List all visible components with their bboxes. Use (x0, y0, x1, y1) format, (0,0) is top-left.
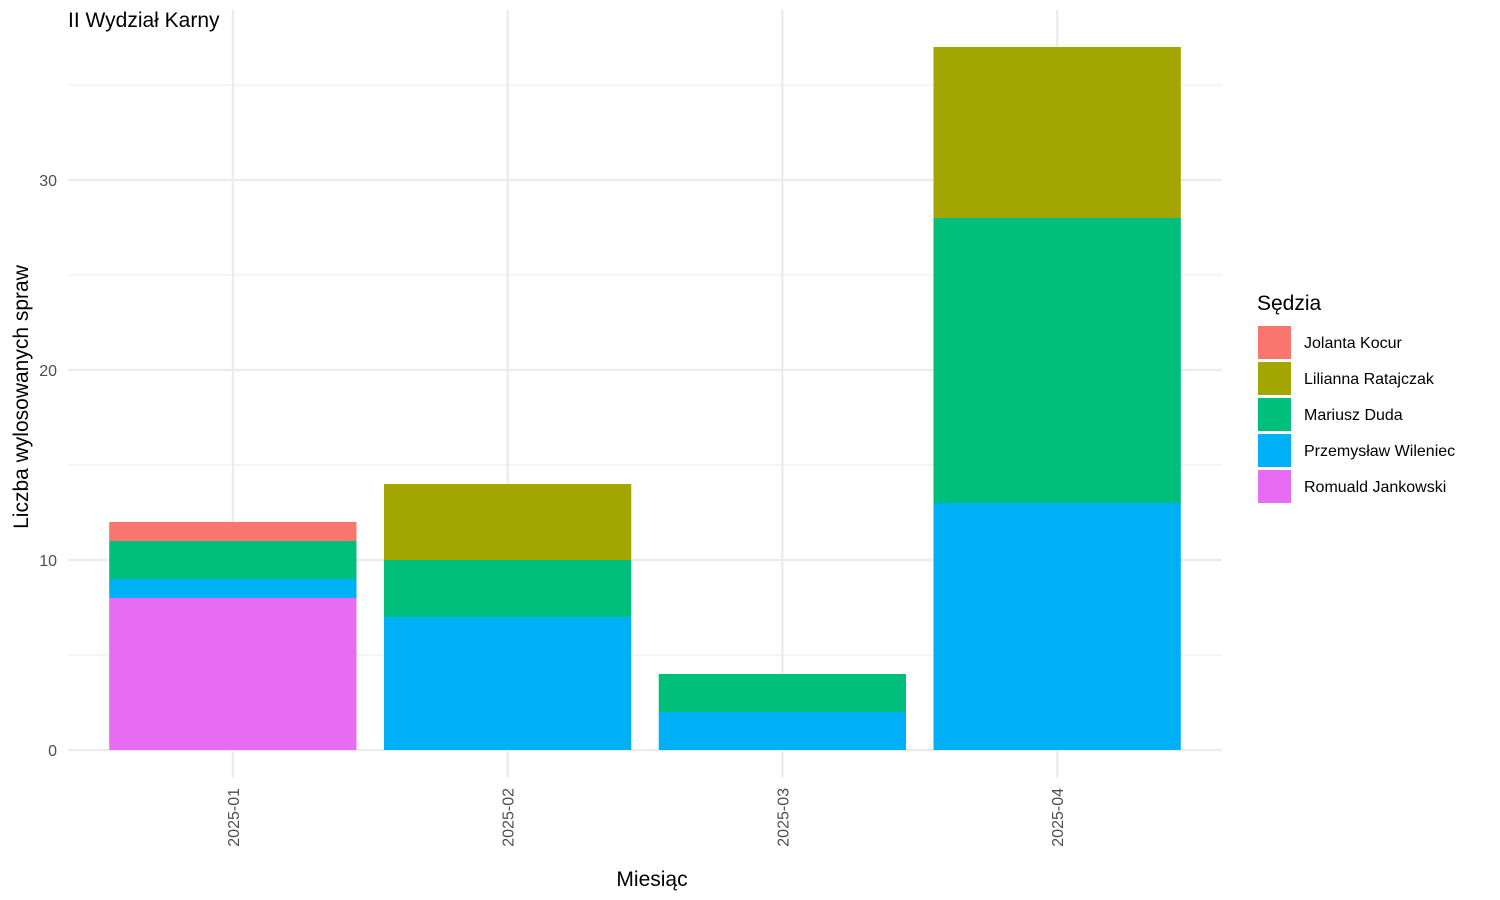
bar-segment (109, 579, 357, 598)
y-tick-label: 20 (39, 363, 57, 380)
x-tick-label: 2025-03 (775, 788, 792, 847)
y-tick-labels: 0 10 20 30 (39, 173, 57, 760)
legend: Sędzia Jolanta Kocur Lilianna Ratajczak Ma… (1257, 292, 1455, 503)
bar-segment (383, 560, 632, 617)
x-axis-title: Miesiąc (616, 868, 687, 891)
bars (109, 47, 1181, 750)
y-tick-label: 0 (48, 743, 57, 760)
x-tick-label: 2025-04 (1050, 788, 1067, 847)
x-tick-label: 2025-01 (226, 788, 243, 847)
legend-swatch (1258, 470, 1291, 503)
bar-segment (933, 503, 1181, 750)
y-axis-title: Liczba wylosowanych spraw (10, 264, 33, 529)
legend-title: Sędzia (1257, 292, 1322, 315)
bar-segment (109, 522, 357, 541)
bar-segment (658, 712, 907, 750)
y-tick-label: 30 (39, 173, 57, 190)
legend-swatch (1258, 326, 1291, 359)
legend-swatch (1258, 362, 1291, 395)
bar-segment (383, 617, 632, 750)
legend-swatch (1258, 398, 1291, 431)
legend-label: Przemysław Wileniec (1304, 443, 1455, 460)
x-tick-label: 2025-02 (501, 788, 518, 847)
legend-label: Lilianna Ratajczak (1304, 371, 1435, 388)
bar-segment (658, 674, 907, 712)
y-tick-label: 10 (39, 553, 57, 570)
bar-segment (933, 47, 1181, 218)
bar-segment (109, 598, 357, 750)
bar-segment (933, 218, 1181, 503)
chart-title: II Wydział Karny (68, 9, 220, 32)
bar-segment (383, 484, 632, 560)
x-tick-labels: 2025-01 2025-02 2025-03 2025-04 (226, 788, 1067, 847)
bar-segment (109, 541, 357, 579)
legend-label: Mariusz Duda (1304, 407, 1403, 424)
legend-label: Jolanta Kocur (1304, 335, 1403, 352)
legend-swatch (1258, 434, 1291, 467)
legend-label: Romuald Jankowski (1304, 479, 1446, 496)
